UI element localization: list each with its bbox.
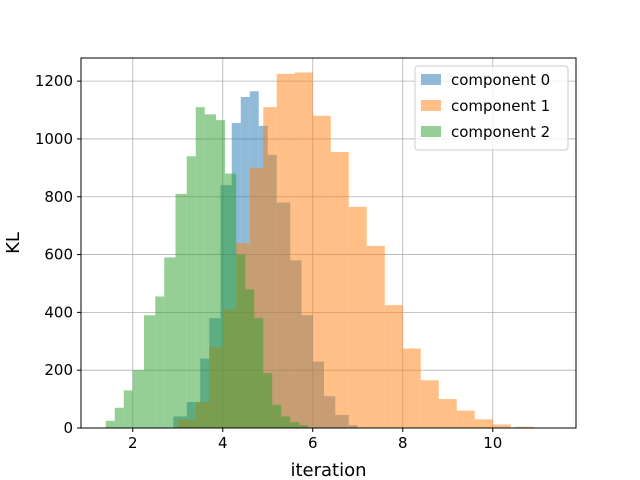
y-axis-label: KL [3, 232, 24, 254]
histogram-bar-series-1 [294, 72, 313, 428]
histogram-bar-series-2 [132, 370, 144, 428]
histogram-bar-series-2 [263, 373, 273, 428]
y-tick-label: 1200 [35, 72, 73, 90]
histogram-bar-series-2 [204, 114, 216, 428]
histogram-bar-series-1 [348, 206, 367, 428]
legend-swatch [421, 126, 441, 137]
x-tick-label: 2 [128, 434, 138, 452]
histogram-bar-series-1 [384, 305, 403, 428]
x-tick-label: 6 [308, 434, 318, 452]
histogram-bar-series-1 [420, 380, 439, 428]
legend: component 0 component 1 component 2 [414, 65, 569, 151]
axis-ticks: 2 4 6 8 10 0 200 400 600 800 1000 1200 [35, 72, 502, 452]
y-tick-label: 0 [63, 419, 73, 437]
x-tick-label: 10 [483, 434, 502, 452]
histogram-bar-series-1 [330, 151, 349, 428]
histogram-bar-series-2 [123, 390, 133, 428]
x-axis-label: iteration [290, 460, 366, 480]
histogram-bar-series-2 [281, 416, 291, 428]
legend-label: component 2 [451, 123, 550, 141]
histogram-bar-series-2 [195, 107, 205, 428]
y-tick-label: 400 [44, 303, 73, 321]
histogram-bar-series-1 [438, 399, 457, 428]
histogram-bar-series-2 [144, 315, 156, 428]
x-tick-label: 8 [398, 434, 408, 452]
legend-swatch [421, 74, 441, 85]
legend-label: component 0 [451, 71, 550, 89]
histogram-bar-series-2 [272, 404, 282, 428]
histogram-bar-series-2 [114, 407, 124, 428]
histogram-bar-series-2 [254, 318, 264, 428]
histogram-bar-series-2 [175, 193, 187, 428]
histogram-bar-series-1 [312, 115, 331, 428]
histogram-bar-series-2 [155, 296, 165, 428]
histogram-bar-series-1 [276, 73, 295, 428]
y-tick-label: 200 [44, 361, 73, 379]
histogram-bar-series-2 [236, 254, 246, 428]
plot-frame [80, 57, 577, 429]
histogram-bar-series-2 [290, 422, 300, 428]
histogram-bar-series-2 [164, 257, 176, 428]
histogram-bar-series-1 [402, 348, 421, 428]
y-tick-label: 800 [44, 188, 73, 206]
legend-label: component 1 [451, 97, 550, 115]
legend-box [414, 65, 569, 151]
histogram-bars [105, 72, 534, 428]
y-tick-label: 1000 [35, 130, 73, 148]
histogram-bar-series-2 [299, 425, 309, 428]
histogram-bar-series-1 [492, 424, 511, 428]
histogram-bar-series-1 [456, 410, 475, 428]
legend-swatch [421, 100, 441, 111]
y-tick-label: 600 [44, 246, 73, 264]
histogram-bar-series-2 [225, 173, 237, 428]
histogram-bar-series-2 [245, 289, 255, 428]
histogram-bar-series-2 [216, 120, 225, 428]
histogram-bar-series-1 [515, 426, 534, 428]
histogram-bar-series-1 [366, 245, 385, 428]
x-tick-label: 4 [218, 434, 228, 452]
histogram-bar-series-1 [474, 419, 493, 428]
histogram-bar-series-2 [186, 156, 196, 428]
histogram-bar-series-1 [263, 107, 277, 428]
histogram-bar-series-2 [105, 420, 115, 428]
